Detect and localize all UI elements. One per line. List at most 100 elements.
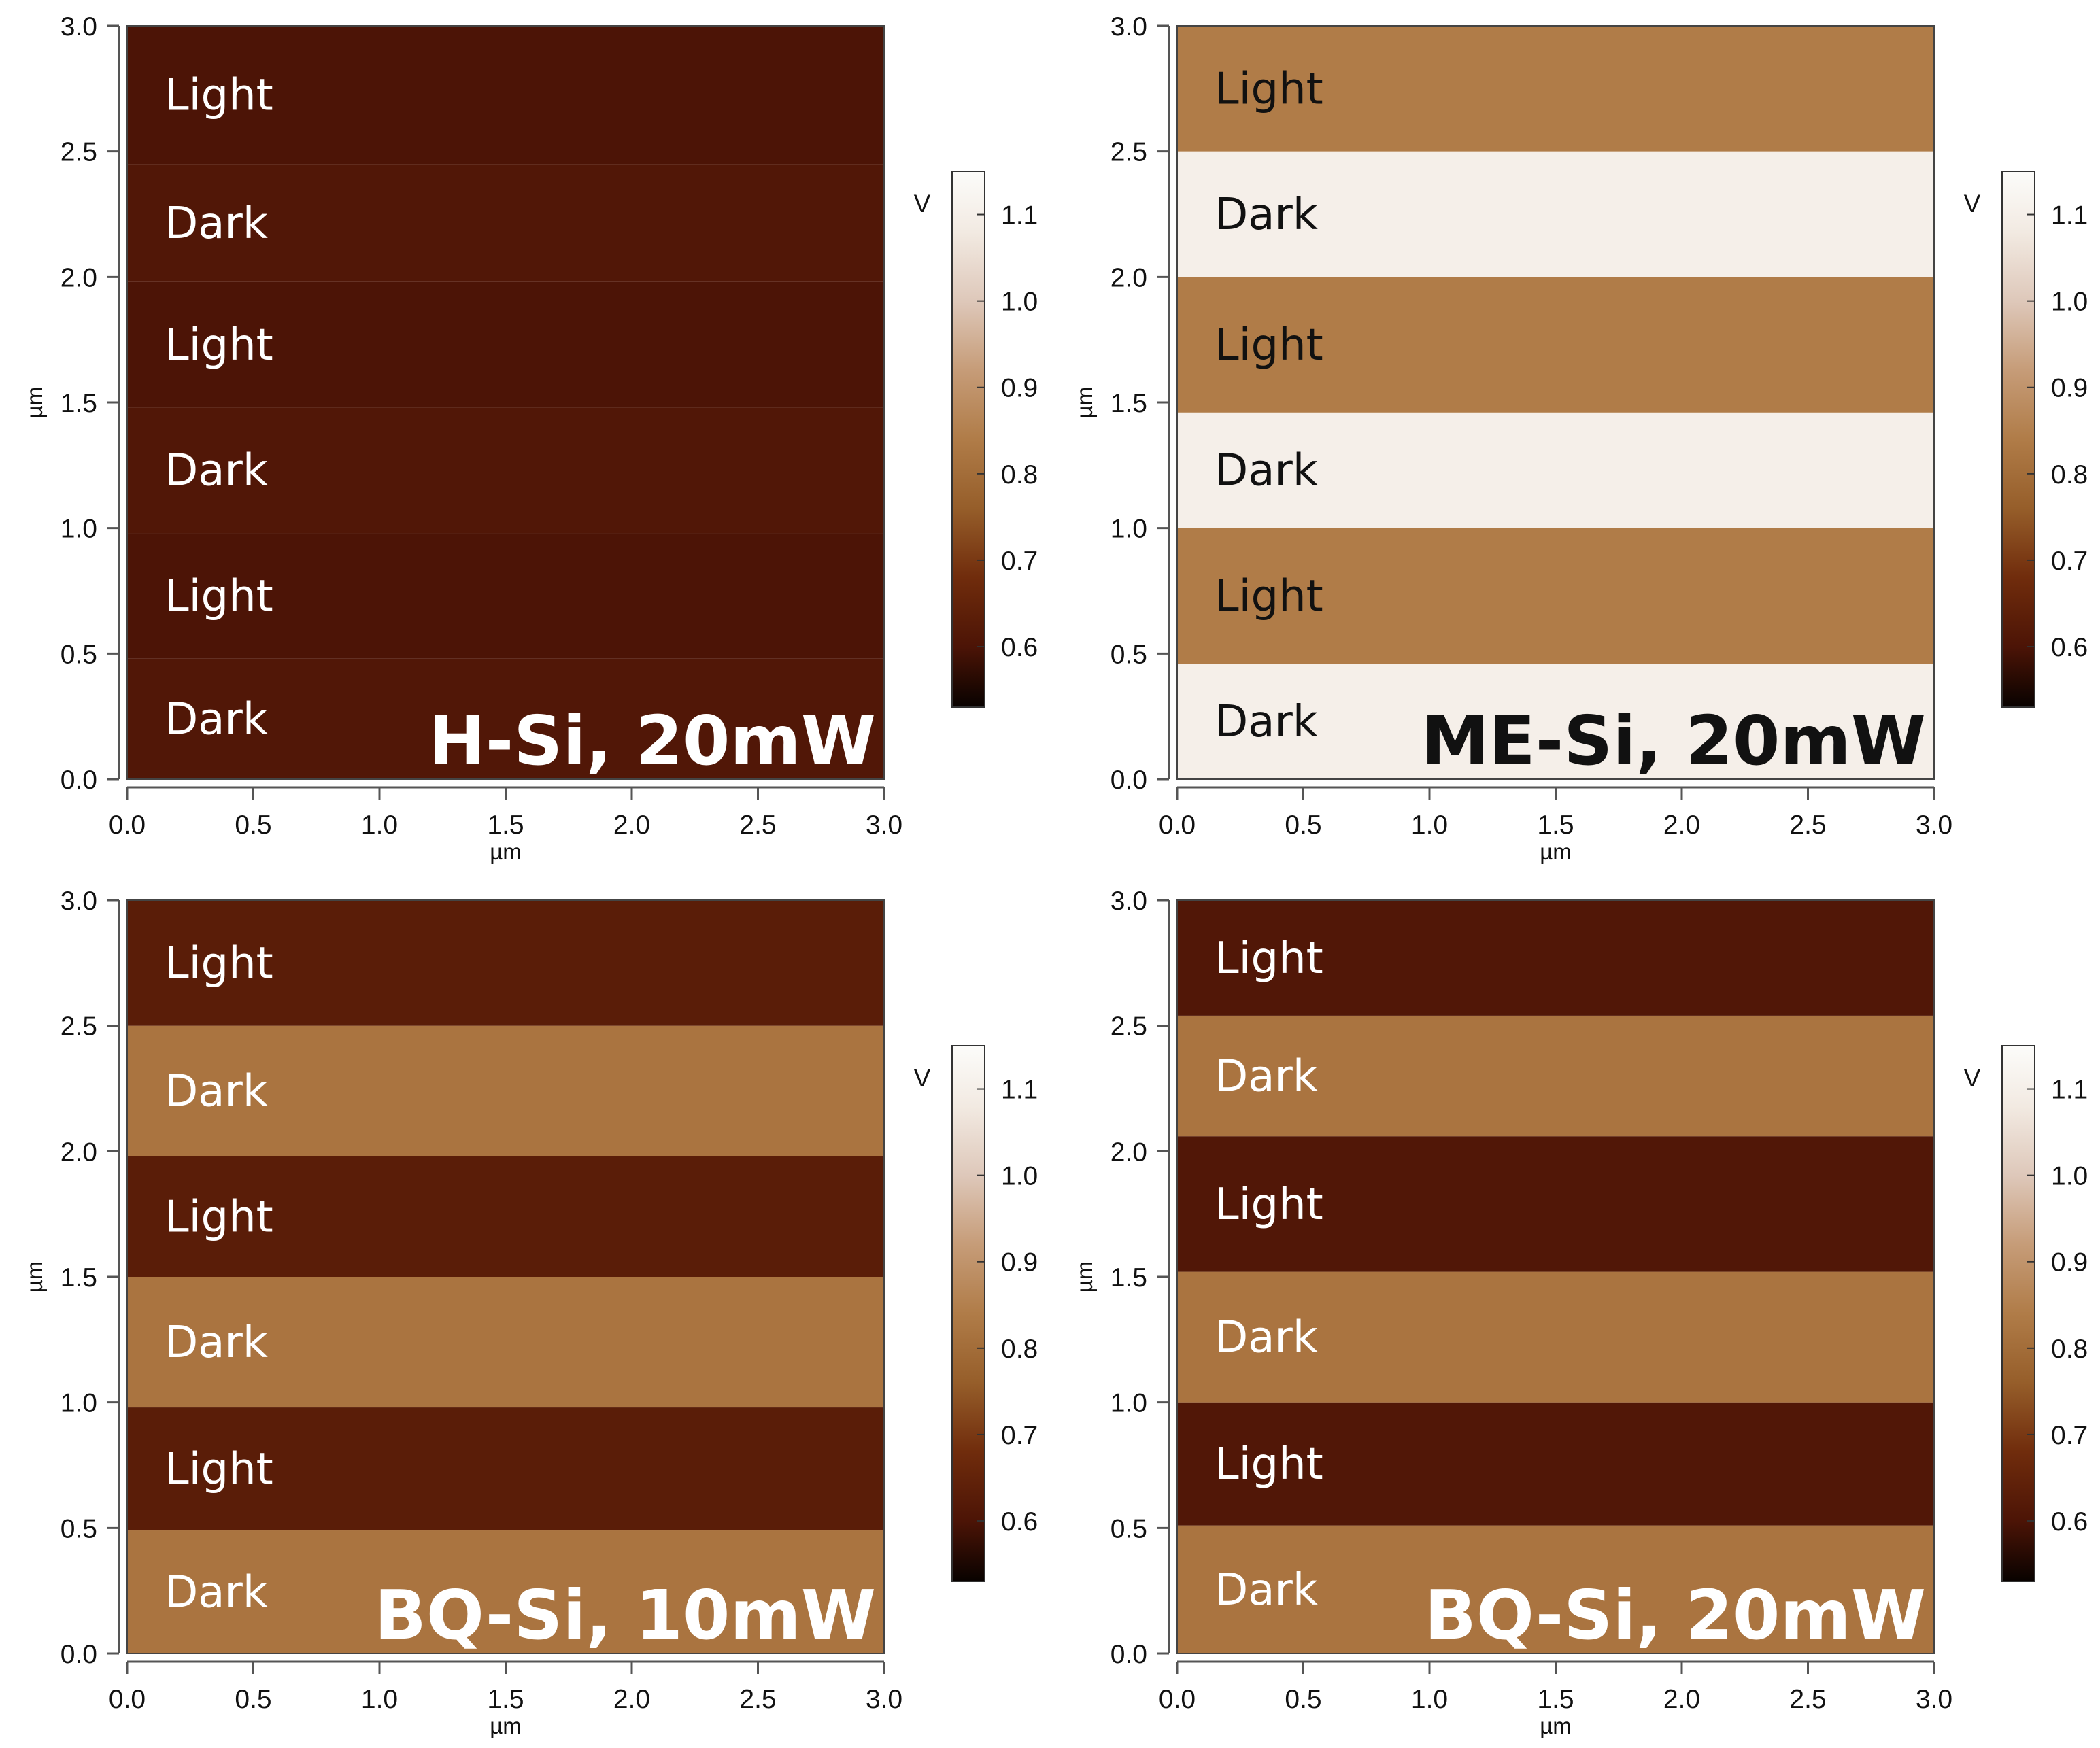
band-light (127, 26, 884, 165)
y-tick-label: 0.5 (1111, 1514, 1147, 1543)
panel-title: BQ-Si, 10mW (375, 1575, 876, 1655)
y-tick-label: 3.0 (61, 12, 97, 41)
y-tick-label: 2.0 (61, 263, 97, 292)
band-label: Dark (1215, 190, 1318, 240)
band-light (1177, 900, 1934, 1016)
band-label: Light (165, 1192, 273, 1242)
y-axis-label: µm (22, 1261, 47, 1293)
y-tick-label: 3.0 (1111, 12, 1147, 41)
band-light (127, 533, 884, 659)
colorbar-tick-label: 0.8 (1001, 460, 1038, 490)
band-light (1177, 528, 1934, 664)
colorbar-tick-label: 0.6 (2051, 633, 2088, 662)
bands-group (127, 26, 884, 779)
x-tick-label: 1.5 (487, 1685, 524, 1714)
band-dark (127, 1277, 884, 1408)
colorbar-unit: V (914, 1064, 931, 1092)
colorbar-tick-label: 0.8 (2051, 1335, 2088, 1364)
x-axis-label: µm (1540, 1713, 1572, 1738)
y-tick-label: 3.0 (1111, 887, 1147, 916)
band-label: Light (165, 1445, 273, 1495)
y-tick-label: 2.5 (61, 1012, 97, 1042)
band-label: Light (165, 938, 273, 989)
colorbar (951, 1045, 985, 1582)
y-tick-label: 1.0 (61, 1389, 97, 1418)
x-tick-label: 0.5 (235, 1685, 271, 1714)
x-tick-label: 2.5 (1789, 810, 1826, 840)
panel-title: BQ-Si, 20mW (1425, 1575, 1926, 1655)
panel-title: ME-Si, 20mW (1421, 701, 1926, 781)
colorbar-tick-label: 0.7 (1001, 547, 1038, 576)
bands-group (127, 900, 884, 1653)
y-tick-label: 0.0 (61, 766, 97, 795)
y-axis-label: µm (1072, 1261, 1097, 1293)
colorbar-tick-label: 0.6 (1001, 1507, 1038, 1537)
colorbar-tick-label: 1.1 (1001, 201, 1038, 230)
x-tick-label: 2.0 (1663, 810, 1700, 840)
colorbar-tick-label: 1.1 (2051, 1076, 2088, 1105)
x-tick-label: 3.0 (866, 1685, 902, 1714)
colorbar-tick-label: 0.9 (1001, 1248, 1038, 1278)
x-tick-label: 3.0 (866, 810, 902, 840)
band-light (127, 1407, 884, 1531)
band-dark (1177, 1271, 1934, 1403)
y-axis-label: µm (1072, 387, 1097, 419)
band-label: Light (1215, 933, 1323, 984)
band-label: Dark (165, 1318, 268, 1368)
y-tick-label: 0.0 (1111, 766, 1147, 795)
x-tick-label: 0.5 (1285, 810, 1321, 840)
band-label: Dark (1215, 1565, 1318, 1615)
bands-group (1177, 900, 1934, 1653)
band-label: Light (1215, 1180, 1323, 1230)
y-tick-label: 0.5 (1111, 640, 1147, 669)
x-tick-label: 1.0 (1411, 810, 1448, 840)
band-dark (127, 407, 884, 534)
y-tick-label: 1.0 (1111, 1389, 1147, 1418)
x-tick-label: 1.0 (361, 810, 398, 840)
plot-frame (126, 25, 885, 780)
colorbar (951, 171, 985, 708)
band-label: Light (1215, 320, 1323, 371)
x-tick-label: 0.0 (1159, 1685, 1196, 1714)
band-light (127, 1156, 884, 1277)
colorbar-unit: V (1964, 190, 1981, 218)
panel-me-si-20mw: Dark Light Dark Light Dark Light ME-Si, 20mW 0.… (1050, 0, 2100, 874)
band-light (1177, 1402, 1934, 1526)
colorbar-unit: V (1964, 1064, 1981, 1092)
x-tick-label: 1.0 (1411, 1685, 1448, 1714)
bands-group (1177, 26, 1934, 779)
y-tick-label: 2.5 (1111, 138, 1147, 167)
x-axis-label: µm (490, 1713, 522, 1738)
band-label: Light (165, 71, 273, 121)
x-tick-label: 2.5 (739, 810, 776, 840)
x-tick-label: 2.5 (739, 1685, 776, 1714)
colorbar-tick-label: 0.7 (1001, 1421, 1038, 1450)
band-label: Light (1215, 1439, 1323, 1490)
band-dark (127, 658, 884, 779)
panel-title: H-Si, 20mW (428, 701, 876, 781)
band-dark (1177, 1015, 1934, 1137)
band-label: Dark (1215, 1052, 1318, 1102)
x-tick-label: 1.5 (1537, 1685, 1574, 1714)
band-label: Dark (1215, 697, 1318, 747)
y-tick-label: 0.0 (61, 1640, 97, 1669)
colorbar-tick-label: 1.1 (2051, 201, 2088, 230)
band-dark (1177, 412, 1934, 528)
colorbar-tick-label: 0.8 (1001, 1335, 1038, 1364)
y-tick-label: 2.5 (1111, 1012, 1147, 1042)
x-tick-label: 1.5 (1537, 810, 1574, 840)
y-tick-label: 3.0 (61, 887, 97, 916)
y-tick-label: 1.5 (61, 1263, 97, 1292)
x-tick-label: 1.5 (487, 810, 524, 840)
colorbar (2001, 171, 2035, 708)
band-dark (1177, 1525, 1934, 1653)
band-light (1177, 1136, 1934, 1272)
colorbar-tick-label: 1.0 (1001, 288, 1038, 317)
x-tick-label: 0.5 (235, 810, 271, 840)
band-label: Dark (165, 199, 268, 249)
band-label: Dark (165, 694, 268, 744)
colorbar (2001, 1045, 2035, 1582)
heatmap-svg: Dark Light Dark Light Dark Light H-Si, 20mW 0.0… (22, 12, 1038, 864)
x-tick-label: 2.5 (1789, 1685, 1826, 1714)
